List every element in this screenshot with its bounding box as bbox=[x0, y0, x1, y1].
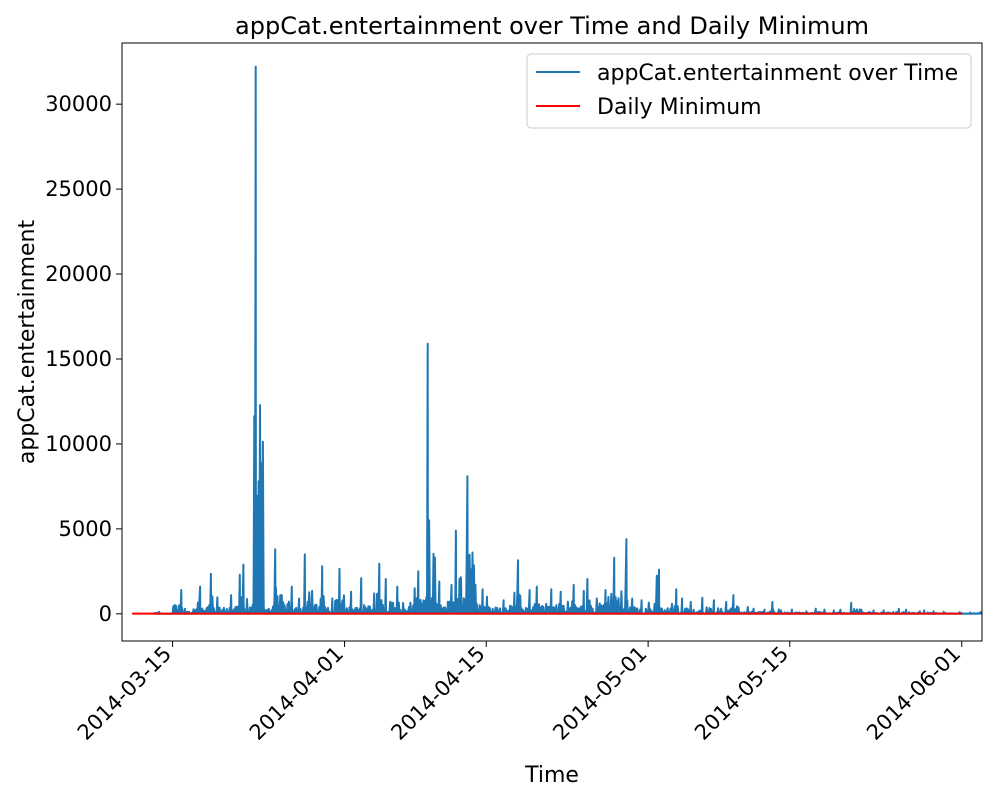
y-tick-label: 10000 bbox=[45, 432, 112, 456]
x-tick-label: 2014-03-15 bbox=[73, 642, 176, 745]
x-axis: 2014-03-15 2014-04-01 2014-04-15 2014-05-01… bbox=[73, 641, 965, 745]
x-tick-label: 2014-04-01 bbox=[245, 642, 348, 745]
legend-box bbox=[526, 53, 972, 129]
y-tick-label: 20000 bbox=[45, 262, 112, 286]
x-tick-label: 2014-04-15 bbox=[387, 642, 490, 745]
x-tick-label: 2014-06-01 bbox=[862, 642, 965, 745]
legend: appCat.entertainment over Time Daily Min… bbox=[526, 53, 972, 129]
x-tick-label: 2014-05-01 bbox=[548, 642, 651, 745]
legend-label-series-2: Daily Minimum bbox=[597, 95, 762, 120]
y-tick-label: 5000 bbox=[59, 517, 112, 541]
y-tick-label: 15000 bbox=[45, 347, 112, 371]
chart-title: appCat.entertainment over Time and Daily… bbox=[235, 12, 869, 40]
legend-label-series-1: appCat.entertainment over Time bbox=[597, 61, 958, 86]
y-axis: 0 5000 10000 15000 20000 25000 30000 bbox=[45, 92, 122, 626]
y-axis-label: appCat.entertainment bbox=[15, 220, 40, 465]
plot-frame bbox=[121, 42, 983, 642]
plot-area bbox=[121, 42, 983, 642]
x-axis-label: Time bbox=[524, 763, 579, 788]
y-tick-label: 25000 bbox=[45, 177, 112, 201]
series-line-entertainment bbox=[152, 65, 983, 615]
y-tick-label: 0 bbox=[99, 602, 112, 626]
series-layer bbox=[132, 65, 983, 615]
y-tick-label: 30000 bbox=[45, 92, 112, 116]
x-tick-label: 2014-05-15 bbox=[690, 642, 793, 745]
